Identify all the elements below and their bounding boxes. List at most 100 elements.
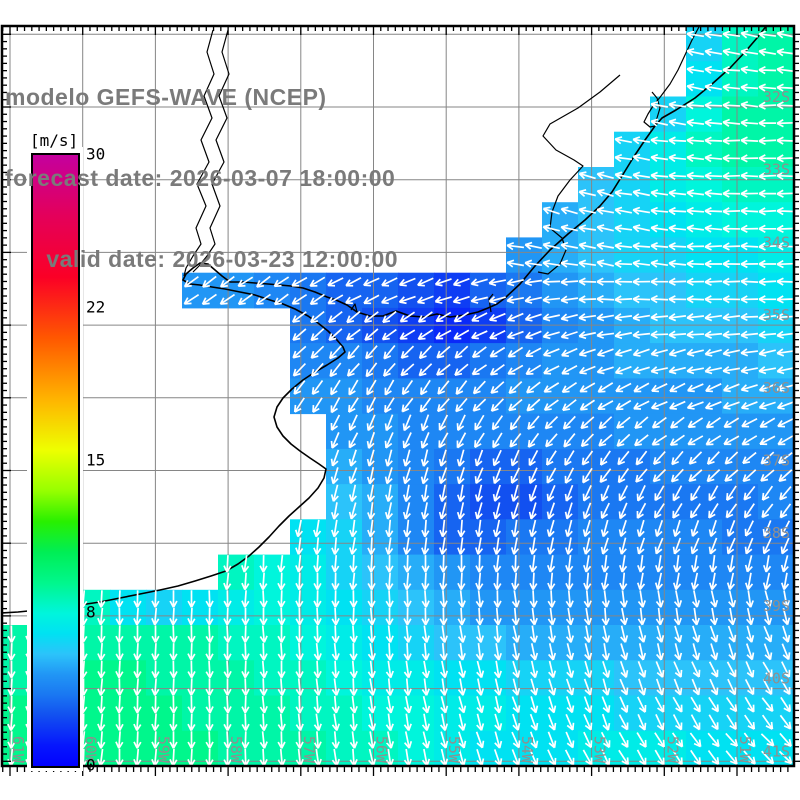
sea-cell (506, 554, 543, 591)
lat-axis-label: 41S (763, 742, 790, 760)
sea-cell (470, 519, 507, 555)
lon-axis-label: 58W (227, 736, 245, 764)
sea-cell (650, 730, 687, 766)
sea-cell (146, 589, 183, 626)
title-valid-date-line: valid date: 2026-03-23 12:00:00 (5, 246, 399, 272)
lat-labels-layer: 32S 33S 34S 35S 36S 37S 38S 39S 40S 41S (763, 88, 790, 760)
lat-axis-label: 37S (763, 452, 790, 470)
sea-cell (650, 237, 687, 274)
lon-axis-label: 57W (300, 736, 318, 764)
sea-cell (722, 237, 759, 274)
sea-cell (722, 96, 759, 133)
lon-axis-label: 61W (9, 736, 27, 764)
coastline-layer (2, 26, 768, 614)
sea-cell (722, 307, 759, 344)
sea-cell (182, 589, 219, 626)
map-inner-layer (2, 26, 794, 766)
sea-cell (650, 202, 687, 238)
lon-labels-layer: 61W 60W 59W 58W 57W 56W 55W 54W 53W 52W 51W (9, 736, 754, 764)
sea-cell (434, 554, 471, 591)
sea-cell (326, 589, 363, 626)
sea-cell (578, 272, 615, 309)
sea-cell (614, 378, 651, 415)
river-line (183, 29, 215, 277)
sea-cell (722, 660, 759, 696)
sea-cell (146, 695, 183, 732)
lat-axis-label: 38S (763, 524, 790, 542)
coastline (2, 26, 768, 614)
river-line (192, 29, 230, 273)
sea-cell (290, 519, 327, 555)
lon-axis-label: 53W (591, 736, 609, 764)
sea-cell (506, 343, 543, 379)
axis-ticks-layer (2, 26, 800, 776)
sea-cell (650, 272, 687, 309)
colorbar-tick-label: 0 (86, 755, 96, 775)
lon-axis-label: 60W (82, 736, 100, 764)
sea-cell (110, 660, 147, 696)
lat-axis-label: 36S (763, 379, 790, 397)
sea-cell (110, 589, 147, 626)
sea-cell (362, 554, 399, 591)
sea-cell (650, 484, 687, 520)
lon-axis-label: 54W (518, 736, 536, 764)
sea-cell (542, 519, 579, 555)
sea-cell (686, 307, 723, 344)
sea-cell (686, 167, 723, 203)
sea-cell (722, 167, 759, 203)
sea-cell (686, 695, 723, 732)
coast-point-feature (350, 303, 358, 313)
sea-cell (614, 554, 651, 591)
sea-cell (650, 167, 687, 203)
sea-cell (326, 272, 363, 309)
sea-cell (434, 307, 471, 344)
sea-cell (686, 484, 723, 520)
sea-cell (686, 202, 723, 238)
sea-cell (722, 272, 759, 309)
sea-cell (506, 730, 543, 766)
sea-cell (686, 96, 723, 133)
colorbar-tick-label: 22 (86, 297, 106, 317)
lat-axis-label: 34S (763, 233, 790, 251)
sea-cell (326, 554, 363, 591)
colorbar-scale (31, 153, 80, 768)
sea-cell (758, 625, 794, 661)
map-frame (0, 24, 796, 768)
lon-axis-label: 59W (154, 736, 172, 764)
sea-cell (722, 131, 759, 168)
lon-axis-label: 51W (736, 736, 754, 764)
sea-cell (686, 660, 723, 696)
sea-cell (470, 554, 507, 591)
sea-cell (110, 625, 147, 661)
lat-axis-label: 40S (763, 670, 790, 688)
colorbar-tick-label: 8 (86, 602, 96, 622)
sea-cell (398, 519, 435, 555)
sea-cell (722, 202, 759, 238)
sea-cell (650, 307, 687, 344)
sea-cell (254, 554, 291, 591)
sea-cell (326, 519, 363, 555)
sea-cell (542, 272, 579, 309)
sea-cell (542, 554, 579, 591)
lat-axis-label: 32S (763, 88, 790, 106)
sea-cell (614, 730, 651, 766)
colorbar-unit-label: [m/s] (30, 131, 79, 150)
sea-cell (686, 272, 723, 309)
title-forecast-date-line: forecast date: 2026-03-07 18:00:00 (5, 165, 396, 191)
sea-cell (650, 554, 687, 591)
sea-cell (686, 237, 723, 274)
sea-cell (326, 484, 363, 520)
river-line (537, 74, 621, 275)
lagoon-shoreline (643, 26, 701, 128)
sea-cell (686, 131, 723, 168)
sea-cell (362, 519, 399, 555)
sea-cell (542, 730, 579, 766)
sea-cell (362, 272, 399, 309)
sea-cell (614, 237, 651, 274)
sea-cell (758, 554, 794, 591)
sea-cell (722, 61, 759, 97)
sea-cell (722, 554, 759, 591)
sea-cell (146, 625, 183, 661)
